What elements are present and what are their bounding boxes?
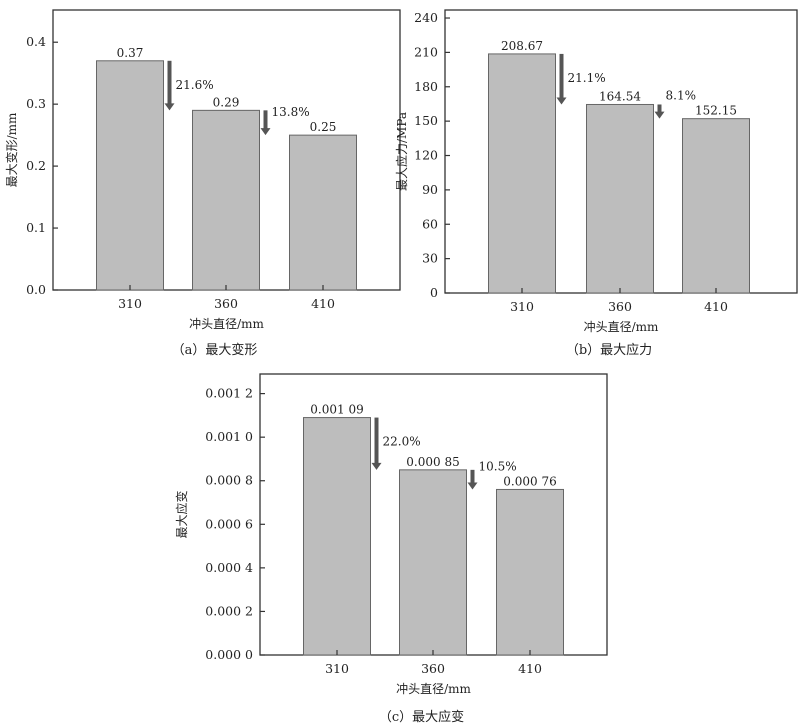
decrease-arrow-head (371, 462, 382, 470)
decrease-arrow-head (556, 97, 567, 105)
y-axis-label: 最大应变 (174, 490, 189, 538)
y-axis-label: 最大变形/mm (4, 112, 19, 187)
y-tick-label: 210 (414, 44, 438, 59)
bar-360 (399, 469, 467, 656)
bar-value-label: 152.15 (695, 104, 737, 118)
decrease-arrow-head (654, 111, 665, 119)
x-tick-label: 310 (118, 296, 142, 311)
y-tick-label: 0.000 8 (205, 473, 253, 488)
y-tick-label: 150 (414, 113, 438, 128)
decrease-percent-label: 21.1% (568, 71, 606, 85)
y-tick-label: 0.000 2 (205, 603, 253, 618)
y-tick-label: 60 (422, 216, 438, 231)
x-axis-label: 冲头直径/mm (396, 681, 471, 696)
bar-360 (192, 109, 260, 291)
bar-410 (496, 488, 564, 656)
decrease-arrow-head (260, 128, 271, 136)
chart-c: 0.000 0 0.000 2 0.000 4 0.000 6 0.000 8 0.001… (174, 373, 608, 725)
bar-410 (289, 134, 357, 291)
x-tick-label: 410 (518, 661, 542, 676)
bar-value-label: 0.001 09 (310, 403, 363, 417)
bar-310 (488, 53, 556, 294)
y-tick-label: 0.3 (26, 96, 46, 111)
y-tick-label: 120 (414, 148, 438, 163)
decrease-arrow-shaft (657, 104, 662, 113)
chart-caption: （b）最大应力 (566, 342, 652, 358)
decrease-percent-label: 22.0% (383, 435, 421, 449)
bar-value-label: 208.67 (501, 39, 543, 53)
bar-value-label: 0.37 (117, 46, 144, 60)
decrease-arrow-head (467, 482, 478, 490)
bar-360 (586, 103, 654, 294)
y-tick-label: 0.0 (26, 282, 46, 297)
y-tick-label: 180 (414, 79, 438, 94)
bar-value-label: 0.000 76 (503, 474, 556, 488)
y-tick-label: 0.4 (26, 34, 46, 49)
chart-b: 0 30 60 90 120 150 180 210 240 208.67 310 164.54 360… (394, 9, 798, 358)
decrease-arrow-shaft (374, 417, 379, 464)
y-tick-label: 30 (422, 251, 438, 266)
decrease-arrow-shaft (559, 53, 564, 99)
y-tick-label: 0.000 6 (205, 516, 253, 531)
decrease-arrow-head (164, 103, 175, 111)
bar-value-label: 0.000 85 (406, 455, 459, 469)
bar-410 (682, 118, 750, 294)
x-tick-label: 310 (510, 299, 534, 314)
decrease-arrow-shaft (167, 60, 172, 105)
y-tick-label: 0.001 2 (205, 386, 253, 401)
decrease-arrow-shaft (470, 469, 475, 484)
chart-caption: （a）最大变形 (172, 342, 258, 358)
decrease-percent-label: 10.5% (479, 459, 517, 473)
y-tick-label: 0 (430, 285, 438, 300)
y-tick-label: 0.1 (26, 220, 46, 235)
bar-value-label: 0.25 (310, 120, 337, 134)
x-axis-label: 冲头直径/mm (189, 316, 264, 331)
y-tick-label: 0.000 4 (205, 560, 253, 575)
decrease-arrow-shaft (263, 110, 268, 130)
y-tick-label: 240 (414, 10, 438, 25)
bar-310 (303, 417, 371, 656)
x-axis-label: 冲头直径/mm (584, 319, 659, 334)
y-tick-label: 90 (422, 182, 438, 197)
y-axis-label: 最大应力/MPa (394, 112, 409, 191)
decrease-percent-label: 8.1% (666, 89, 697, 103)
decrease-percent-label: 21.6% (176, 78, 214, 92)
bar-value-label: 0.29 (213, 95, 240, 109)
x-tick-label: 310 (325, 661, 349, 676)
bar-value-label: 164.54 (599, 89, 641, 103)
x-tick-label: 410 (311, 296, 335, 311)
chart-a: 0.0 0.1 0.2 0.3 0.4 0.37 310 0.29 360 0.25 410 21.6… (4, 9, 401, 358)
decrease-percent-label: 13.8% (272, 105, 310, 119)
y-tick-label: 0.000 0 (205, 647, 253, 662)
y-tick-label: 0.001 0 (205, 429, 253, 444)
y-tick-label: 0.2 (26, 158, 46, 173)
x-tick-label: 360 (421, 661, 445, 676)
bar-310 (96, 60, 164, 291)
x-tick-label: 360 (214, 296, 238, 311)
chart-caption: （c）最大应变 (379, 709, 464, 725)
x-tick-label: 410 (704, 299, 728, 314)
x-tick-label: 360 (608, 299, 632, 314)
